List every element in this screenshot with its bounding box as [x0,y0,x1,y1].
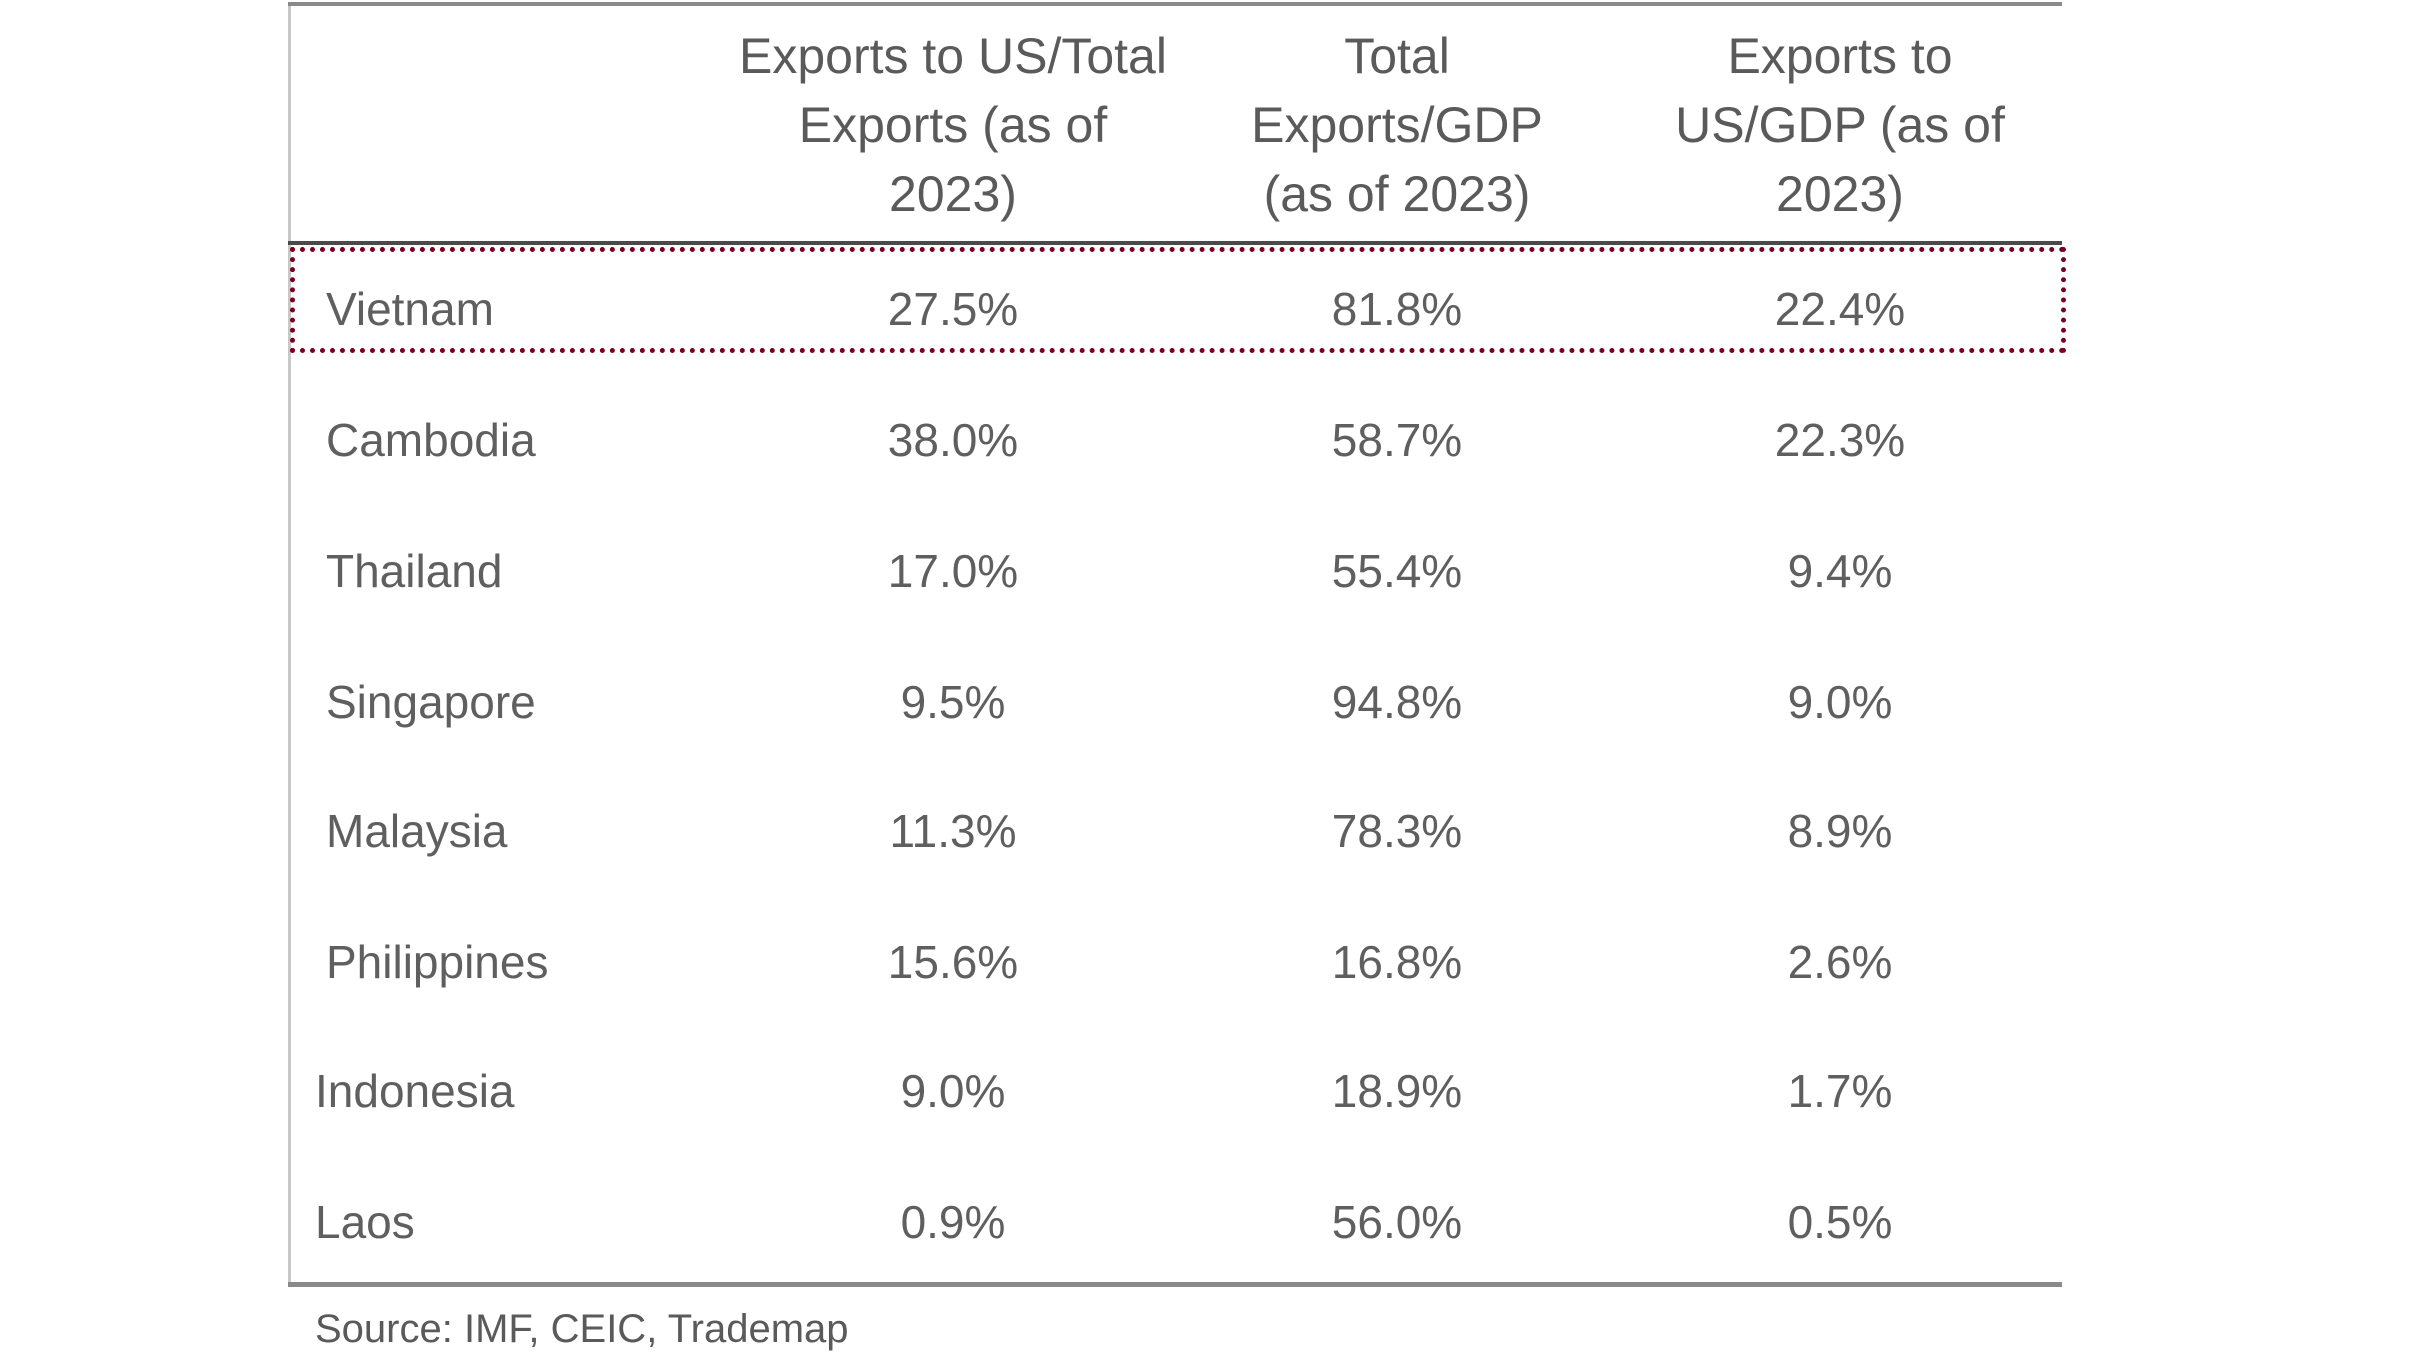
exports-gdp-cell: 55.4% [1331,545,1463,597]
us-share-cell: 17.0% [887,545,1019,597]
us-gdp-cell: 0.5% [1787,1196,1893,1248]
us-share-cell: 38.0% [887,414,1019,466]
exports-gdp-cell: 56.0% [1331,1196,1463,1248]
table-row: Malaysia 11.3% 78.3% 8.9% [0,791,2436,871]
vietnam-highlight-box [290,247,2066,353]
table-bottom-rule [288,1282,2062,1287]
table-row: Vietnam 27.5% 81.8% 22.4% [0,269,2436,349]
country-cell: Philippines [326,936,549,988]
us-gdp-cell: 22.3% [1774,414,1906,466]
us-gdp-cell: 2.6% [1787,936,1893,988]
country-cell: Malaysia [326,805,508,857]
us-gdp-cell: 8.9% [1787,805,1893,857]
us-gdp-cell: 1.7% [1787,1065,1893,1117]
exports-gdp-cell: 94.8% [1331,676,1463,728]
table-row: Laos 0.9% 56.0% 0.5% [0,1182,2436,1262]
header-total-exports-gdp: Total Exports/GDP (as of 2023) [1251,28,1543,222]
table-row: Singapore 9.5% 94.8% 9.0% [0,662,2436,742]
us-share-cell: 9.5% [900,676,1006,728]
us-share-cell: 11.3% [889,805,1017,857]
table-row: Thailand 17.0% 55.4% 9.4% [0,531,2436,611]
table-row: Indonesia 9.0% 18.9% 1.7% [0,1051,2436,1131]
country-cell: Thailand [326,545,503,597]
country-cell: Singapore [326,676,536,728]
data-table [288,4,2065,1286]
table-row: Philippines 15.6% 16.8% 2.6% [0,922,2436,1002]
source-note: Source: IMF, CEIC, Trademap [315,1307,849,1351]
country-cell: Vietnam [326,283,494,335]
country-cell: Laos [315,1196,415,1248]
us-gdp-cell: 9.0% [1787,676,1893,728]
exports-gdp-cell: 18.9% [1331,1065,1463,1117]
exports-gdp-cell: 78.3% [1331,805,1463,857]
us-share-cell: 9.0% [900,1065,1006,1117]
exports-gdp-cell: 16.8% [1331,936,1463,988]
us-gdp-cell: 9.4% [1787,545,1893,597]
header-exports-to-us-gdp: Exports to US/GDP (as of 2023) [1675,28,2005,222]
country-cell: Indonesia [315,1065,515,1117]
table-row: Cambodia 38.0% 58.7% 22.3% [0,400,2436,480]
us-share-cell: 27.5% [887,283,1019,335]
exports-gdp-cell: 58.7% [1331,414,1463,466]
us-share-cell: 15.6% [887,936,1019,988]
header-rule [288,241,2062,245]
exports-gdp-cell: 81.8% [1331,283,1463,335]
table-top-rule [288,2,2062,6]
us-share-cell: 0.9% [900,1196,1006,1248]
us-gdp-cell: 22.4% [1774,283,1906,335]
header-exports-to-us-share: Exports to US/Total Exports (as of 2023) [739,28,1167,222]
country-cell: Cambodia [326,414,536,466]
